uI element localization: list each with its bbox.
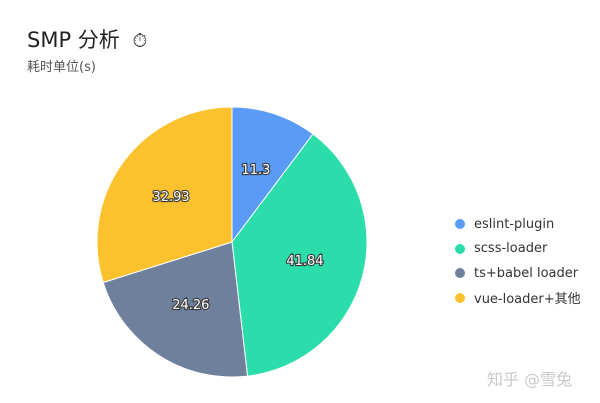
pie-slice-eslint-plugin[interactable] [231, 106, 314, 244]
pie-slice-vue-loader[interactable] [96, 106, 233, 284]
legend-label: scss-loader [474, 241, 548, 257]
data-label: 24.26 [172, 298, 209, 313]
chart-title: SMP 分析 ⏱ [27, 24, 147, 54]
data-label: 11.3 [241, 163, 270, 178]
stopwatch-icon: ⏱ [132, 30, 148, 52]
data-label: 32.93 [152, 190, 189, 205]
legend-item[interactable]: ts+babel loader [455, 261, 581, 286]
pie-slice-ts-babel-loader[interactable] [102, 241, 249, 378]
legend-label: eslint-plugin [474, 216, 555, 232]
legend-marker [455, 292, 465, 303]
data-label: 41.84 [286, 254, 323, 269]
pie-slice-scss-loader[interactable] [231, 133, 368, 377]
legend-marker [455, 219, 465, 230]
chart-subtitle: 耗时单位(s) [27, 60, 96, 75]
legend-item[interactable]: scss-loader [455, 237, 581, 262]
legend-marker [455, 268, 465, 279]
legend-marker [455, 243, 465, 254]
watermark: 知乎 @雪兔 [487, 370, 573, 389]
legend-label: ts+babel loader [474, 265, 579, 281]
legend-item[interactable]: vue-loader+其他 [455, 286, 581, 311]
legend-item[interactable]: eslint-plugin [455, 212, 581, 237]
chart-title-text: SMP 分析 [27, 28, 120, 52]
legend-label: vue-loader+其他 [474, 292, 581, 308]
chart-legend: eslint-plugin scss-loader ts+babel loader v… [455, 212, 581, 310]
